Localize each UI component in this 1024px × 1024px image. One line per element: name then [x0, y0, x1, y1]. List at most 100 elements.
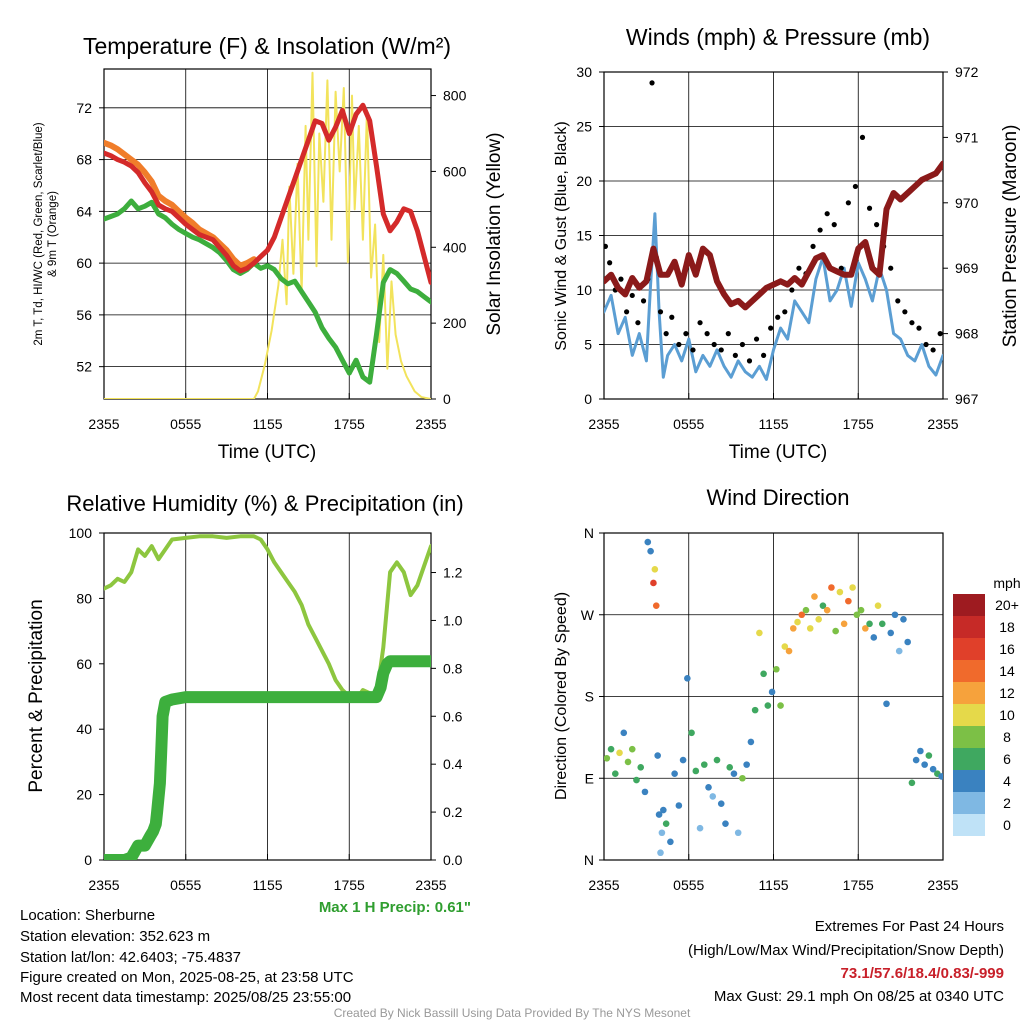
y-tick-label: 0 [84, 852, 92, 868]
direction-point [696, 824, 704, 832]
y-tick-label: 52 [76, 359, 92, 375]
legend-swatch [953, 660, 985, 682]
legend-label: 4 [1003, 773, 1011, 789]
direction-point [675, 802, 683, 809]
temperature-panel: 2355 0555 1155 1755 2355 52 56 60 64 68 72 0 200 400 6… [33, 33, 505, 463]
y2-tick-label: 800 [443, 88, 467, 104]
gust-point [725, 331, 731, 337]
legend-swatch [953, 704, 985, 726]
y2-tick-label: 970 [955, 195, 979, 211]
direction-point [938, 773, 943, 780]
y2-tick-label: 600 [443, 163, 467, 179]
y-tick-label: S [585, 689, 594, 705]
gust-point [930, 347, 936, 353]
direction-point [651, 566, 659, 573]
direction-point [644, 538, 652, 546]
gust-point [838, 265, 844, 271]
direction-point [849, 584, 856, 591]
temp-9m-line [104, 139, 257, 269]
y2-tick-label: 0 [443, 391, 451, 407]
direction-point [612, 770, 619, 778]
y2-tick-label: 972 [955, 64, 979, 80]
direction-point [828, 584, 835, 591]
direction-point [773, 665, 780, 673]
direction-point [722, 820, 729, 827]
y2-tick-label: 0.0 [443, 852, 463, 868]
y-tick-label: N [584, 525, 594, 541]
gust-point [916, 325, 922, 331]
direction-point [709, 793, 717, 800]
y-tick-label: 10 [576, 282, 592, 298]
direction-point [647, 547, 654, 555]
created-text: Figure created on Mon, 2025-08-25, at 23… [20, 969, 354, 986]
gust-point [711, 341, 717, 348]
direction-point [840, 620, 848, 628]
y2-tick-label: 1.2 [443, 565, 463, 581]
dewpoint-line [104, 198, 431, 385]
direction-point [652, 602, 660, 609]
direction-point [904, 638, 911, 646]
gust-point [732, 352, 738, 358]
y2-tick-label: 968 [955, 326, 979, 342]
gust-point [753, 336, 760, 342]
gust-point [775, 314, 781, 320]
direction-point [802, 606, 810, 614]
panel-title: Temperature (F) & Insolation (W/m²) [83, 33, 451, 59]
direction-point [815, 615, 822, 623]
y2-tick-label: 0.2 [443, 804, 463, 820]
y-tick-label: 100 [69, 525, 93, 541]
gust-point [746, 358, 753, 364]
gust-point [697, 320, 703, 326]
gust-point [635, 320, 641, 326]
direction-point [734, 829, 742, 837]
y-tick-label: 64 [76, 203, 92, 219]
legend-label: 2 [1003, 795, 1011, 811]
legend-swatch [953, 770, 985, 792]
direction-point [845, 597, 852, 605]
gust-point [690, 347, 696, 353]
direction-point [764, 702, 772, 709]
direction-point [730, 770, 738, 778]
y2-tick-label: 971 [955, 129, 979, 145]
extremes-subheading: (High/Low/Max Wind/Precipitation/Snow De… [688, 942, 1004, 959]
x-tick-label: 1755 [843, 877, 874, 893]
direction-point [637, 764, 645, 771]
plot-area [104, 534, 431, 860]
direction-panel: 2355 0555 1155 1755 2355 N W S E N Wind Direction D… [553, 485, 1021, 893]
gust-point [604, 243, 609, 249]
y2-tick-label: 0.4 [443, 756, 463, 772]
y-tick-label: 5 [584, 337, 592, 353]
direction-point [870, 634, 878, 641]
legend-label: 12 [999, 685, 1015, 701]
direction-point [700, 761, 708, 768]
gust-point [937, 331, 943, 337]
gust-point [817, 227, 823, 233]
x-tick-label: 1155 [758, 416, 788, 432]
gust-point [676, 341, 682, 348]
legend-swatch [953, 594, 985, 616]
direction-point [671, 770, 678, 778]
x-tick-label: 2355 [415, 416, 446, 432]
legend-swatch [953, 792, 985, 814]
gust-point [607, 260, 613, 266]
x-tick-label: 2355 [88, 877, 119, 893]
direction-point [633, 776, 640, 784]
y-tick-label: 40 [76, 721, 92, 737]
y-tick-label: 80 [76, 590, 92, 606]
x-tick-label: 1155 [252, 416, 282, 432]
direction-point [660, 806, 667, 814]
legend-swatch [953, 638, 985, 660]
latlon-text: Station lat/lon: 42.6403; -75.4837 [20, 949, 242, 966]
plot-area [604, 538, 943, 857]
direction-point [655, 811, 663, 818]
plot-area [104, 71, 431, 399]
winds-panel: 2355 0555 1155 1755 2355 0 5 10 15 20 25 30 967 968 96… [553, 24, 1021, 463]
direction-point [921, 761, 928, 768]
direction-point [667, 838, 674, 846]
y-tick-label: 72 [76, 100, 92, 116]
direction-point [785, 647, 793, 655]
y-tick-label: N [584, 852, 594, 868]
gust-point [895, 298, 901, 304]
direction-point [836, 588, 844, 596]
legend-label: 14 [999, 663, 1015, 679]
